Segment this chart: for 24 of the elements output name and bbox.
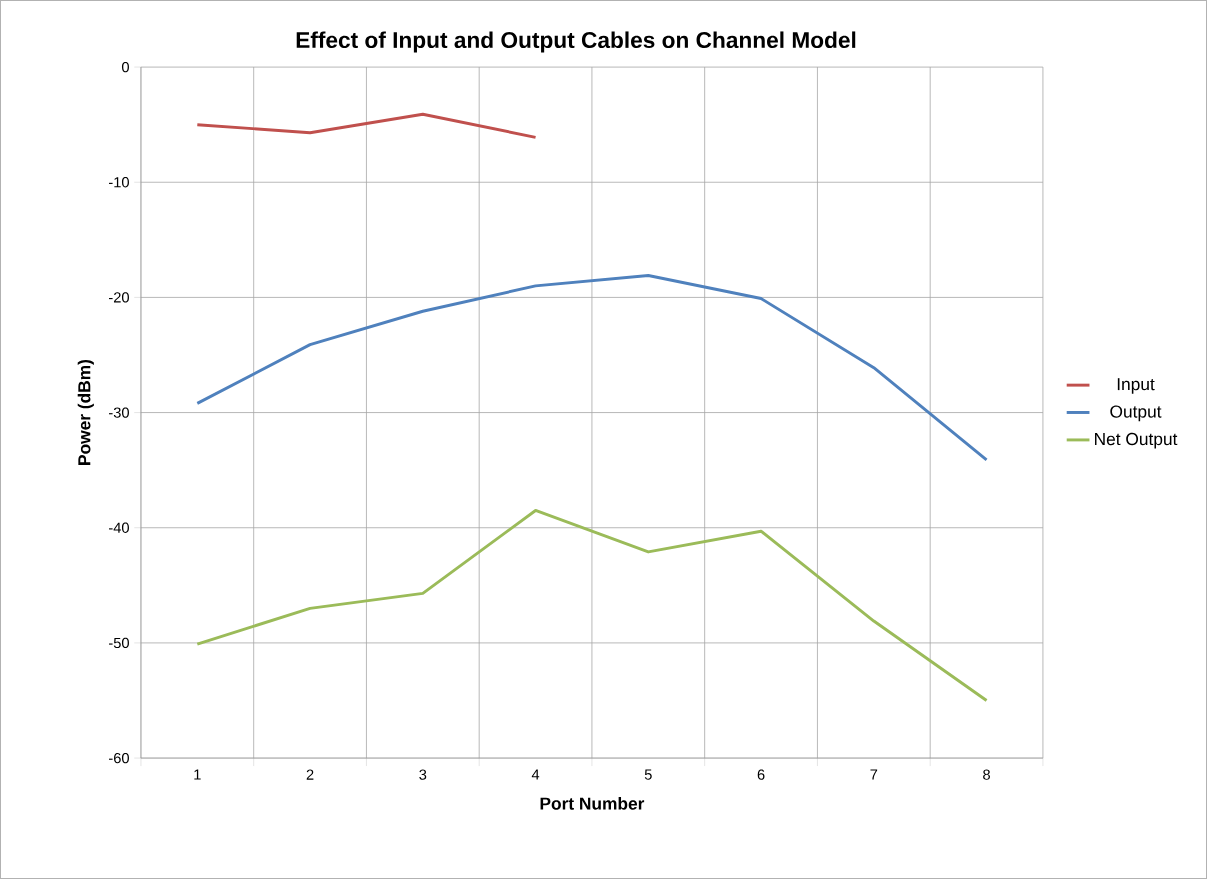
x-tick-label: 1 bbox=[194, 769, 201, 780]
x-tick-label: 7 bbox=[870, 769, 878, 780]
x-tick-label: 5 bbox=[644, 769, 652, 780]
x-tick-label: 4 bbox=[531, 769, 540, 780]
y-tick-label: 0 bbox=[121, 61, 129, 73]
y-axis-title: Power (dBm) bbox=[77, 360, 94, 465]
y-tick-label: -10 bbox=[109, 177, 129, 188]
legend-label: Output bbox=[1110, 405, 1162, 422]
x-tick-label: 2 bbox=[306, 769, 314, 780]
y-tick-label: -30 bbox=[109, 407, 129, 418]
x-axis-title: Port Number bbox=[540, 796, 645, 810]
line-series bbox=[195, 509, 989, 702]
y-tick-label: -50 bbox=[109, 637, 129, 649]
y-tick-label: -60 bbox=[109, 752, 129, 764]
legend-label: Input bbox=[1117, 378, 1155, 394]
y-tick-label: -20 bbox=[109, 292, 129, 303]
line-series bbox=[195, 112, 538, 139]
x-tick-label: 6 bbox=[757, 769, 765, 780]
legend-label: Net Output bbox=[1095, 432, 1178, 449]
chart-title: Effect of Input and Output Cables on Channel Model bbox=[296, 31, 856, 53]
x-tick-label: 8 bbox=[983, 769, 990, 780]
line-series bbox=[195, 274, 989, 462]
y-tick-label: -40 bbox=[109, 522, 129, 533]
x-tick-label: 3 bbox=[419, 769, 427, 780]
